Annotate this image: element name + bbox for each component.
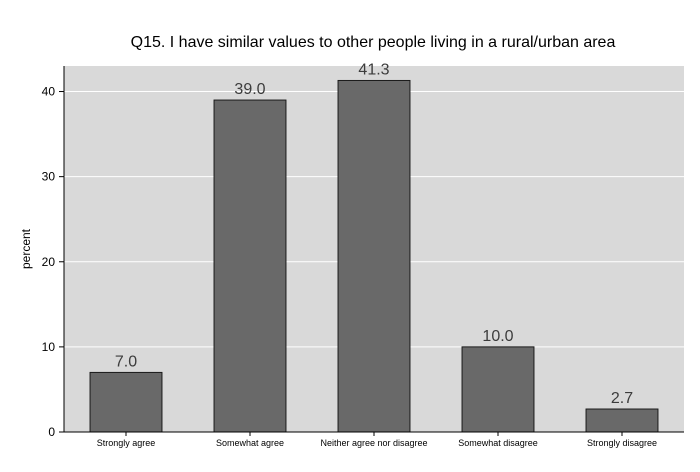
x-tick-label: Somewhat disagree [458,438,538,448]
y-tick-label: 30 [42,170,56,184]
x-tick-label: Strongly agree [97,438,156,448]
x-tick-label: Neither agree nor disagree [320,438,427,448]
y-tick-label: 10 [42,340,56,354]
bars: 7.0 39.0 41.3 10.0 2.7 [89,61,659,433]
y-tick-label: 40 [42,85,56,99]
y-axis-label: percent [19,228,33,269]
bar [585,408,659,433]
bar [213,99,287,433]
bar [337,79,411,433]
bar [461,346,535,433]
y-tick-label: 20 [42,255,56,269]
bar-value-label: 10.0 [482,328,513,345]
x-tick-label: Somewhat agree [216,438,284,448]
x-tick-label: Strongly disagree [587,438,657,448]
bar-value-label: 7.0 [115,353,137,370]
bar-value-label: 39.0 [234,81,265,98]
y-tick-label: 0 [48,425,55,439]
chart-title: Q15. I have similar values to other peop… [131,34,616,51]
axes: 0 10 20 30 40 Strongly agree Somewhat agree Nei… [42,66,684,448]
bar-value-label: 41.3 [358,61,389,78]
bar-value-label: 2.7 [611,390,633,407]
bar [89,371,163,433]
